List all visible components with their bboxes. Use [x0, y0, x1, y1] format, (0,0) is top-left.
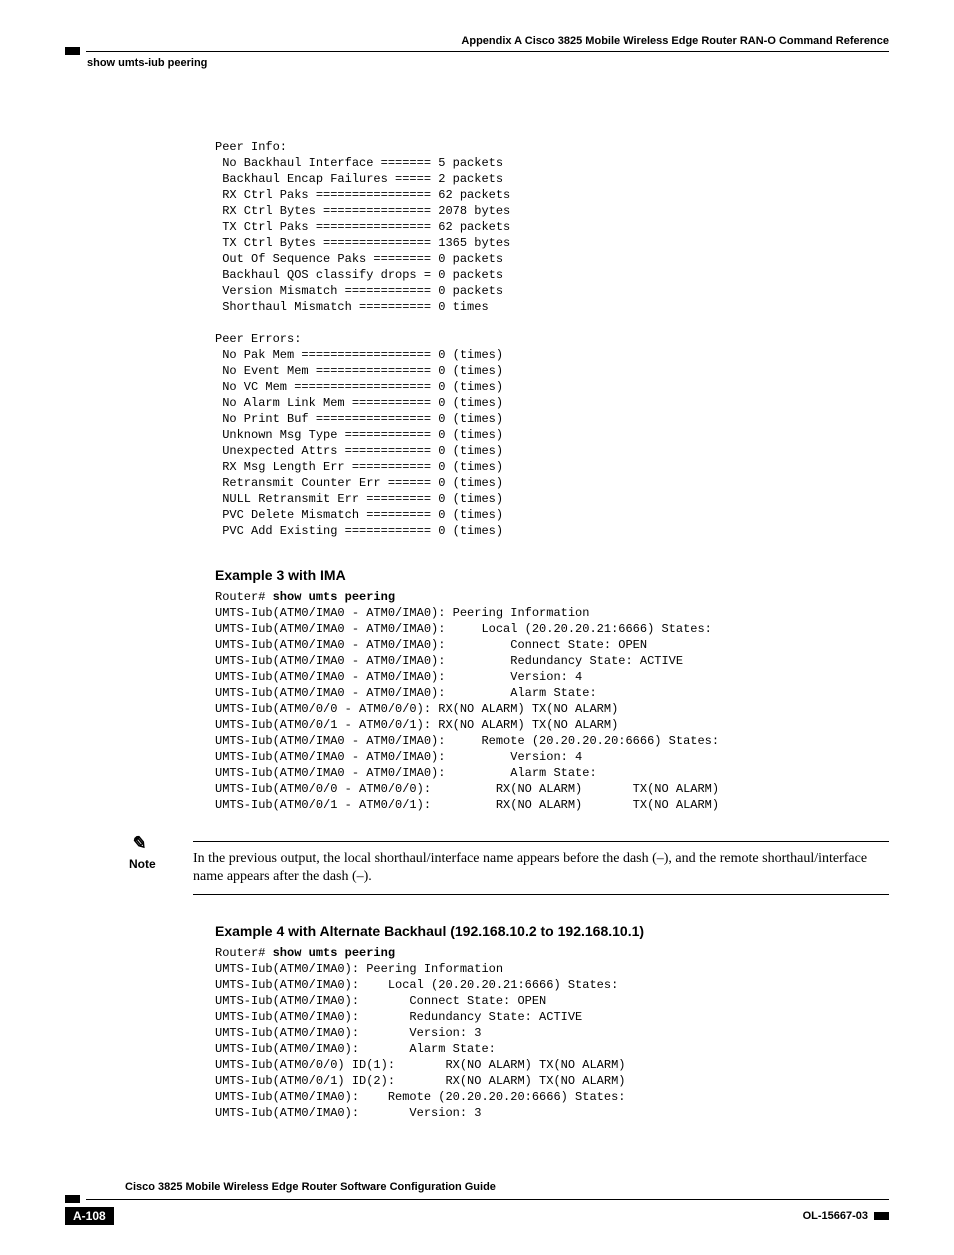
- doc-number: OL-15667-03: [803, 1210, 868, 1222]
- example3-code: Router# show umts peering UMTS-Iub(ATM0/…: [215, 589, 889, 813]
- header-right: Appendix A Cisco 3825 Mobile Wireless Ed…: [65, 35, 889, 47]
- footer: Cisco 3825 Mobile Wireless Edge Router S…: [65, 1181, 889, 1225]
- note-label: Note: [129, 857, 156, 871]
- example3-title: Example 3 with IMA: [215, 567, 889, 583]
- note-text: In the previous output, the local shorth…: [193, 841, 889, 895]
- header-rule: [65, 47, 889, 55]
- example4-title: Example 4 with Alternate Backhaul (192.1…: [215, 923, 889, 939]
- note-block: ✎ Note In the previous output, the local…: [135, 841, 889, 895]
- header-section: show umts-iub peering: [87, 57, 889, 69]
- note-icon: ✎: [130, 833, 149, 854]
- peer-info-block: Peer Info: No Backhaul Interface =======…: [215, 139, 889, 539]
- page-number: A-108: [65, 1207, 114, 1225]
- footer-title: Cisco 3825 Mobile Wireless Edge Router S…: [125, 1181, 889, 1193]
- example4-code: Router# show umts peering UMTS-Iub(ATM0/…: [215, 945, 889, 1121]
